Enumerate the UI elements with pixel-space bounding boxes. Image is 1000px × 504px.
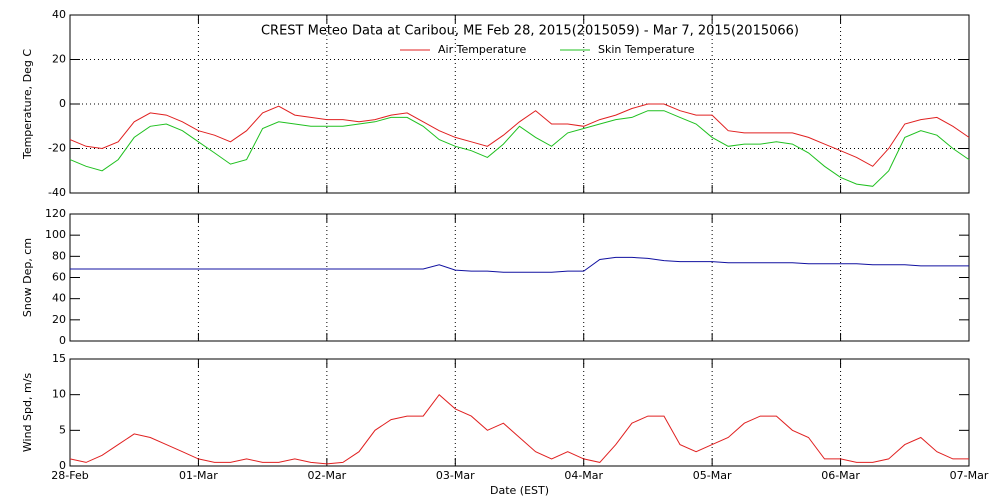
y-tick-label: 5 xyxy=(59,423,66,436)
y-tick-label: 60 xyxy=(52,271,66,284)
y-tick-label: 40 xyxy=(52,8,66,21)
y-tick-label: 80 xyxy=(52,249,66,262)
y-tick-label: 100 xyxy=(45,228,66,241)
y-tick-label: 15 xyxy=(52,352,66,365)
data-line xyxy=(70,256,969,273)
y-tick-label: 0 xyxy=(59,97,66,110)
x-tick-label: 06-Mar xyxy=(821,469,860,482)
y-tick-label: -40 xyxy=(48,186,66,199)
y-tick-label: 20 xyxy=(52,53,66,66)
y-tick-label: -20 xyxy=(48,142,66,155)
data-line xyxy=(69,103,970,167)
chart-title: CREST Meteo Data at Caribou, ME Feb 28, … xyxy=(261,24,799,39)
y-axis-label: Temperature, Deg C xyxy=(21,49,34,160)
y-tick-label: 20 xyxy=(52,313,66,326)
x-tick-label: 02-Mar xyxy=(307,469,346,482)
plot-frame xyxy=(69,358,970,467)
x-axis-label: Date (EST) xyxy=(490,484,549,497)
legend-label: Air Temperature xyxy=(438,43,527,56)
y-tick-label: 0 xyxy=(59,459,66,472)
data-line xyxy=(69,110,970,187)
x-tick-label: 28-Feb xyxy=(51,469,88,482)
y-axis-label: Snow Dep, cm xyxy=(21,238,34,317)
x-tick-label: 05-Mar xyxy=(693,469,732,482)
x-tick-label: 04-Mar xyxy=(564,469,603,482)
x-tick-label: 03-Mar xyxy=(436,469,475,482)
y-tick-label: 120 xyxy=(45,207,66,220)
y-axis-label: Wind Spd, m/s xyxy=(21,373,34,453)
legend-label: Skin Temperature xyxy=(598,43,695,56)
x-tick-label: 01-Mar xyxy=(179,469,218,482)
y-tick-label: 10 xyxy=(52,388,66,401)
x-tick-label: 07-Mar xyxy=(950,469,989,482)
y-tick-label: 0 xyxy=(59,334,66,347)
y-tick-label: 40 xyxy=(52,292,66,305)
data-line xyxy=(69,393,969,465)
plot-frame xyxy=(69,213,970,342)
